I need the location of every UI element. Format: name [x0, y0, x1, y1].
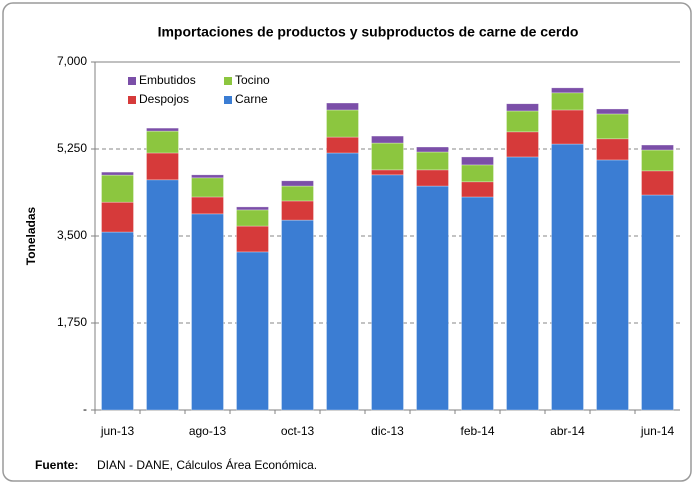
bar-segment [146, 152, 179, 181]
bar-segment [461, 164, 494, 183]
bar-segment [641, 170, 674, 196]
legend-label: Despojos [139, 92, 189, 106]
bar-segment [416, 185, 449, 411]
bar-segment [551, 87, 584, 94]
bar-segment [596, 108, 629, 115]
bar-segment [641, 149, 674, 172]
bar-segment [191, 174, 224, 179]
y-tick-label: 1,750 [57, 315, 87, 329]
bar-segment [596, 138, 629, 161]
bar-segment [236, 209, 269, 227]
bar-segment [191, 213, 224, 411]
bar-segment [281, 200, 314, 221]
bar-segment [641, 194, 674, 411]
x-tick-label: feb-14 [460, 424, 494, 438]
bar-segment [281, 219, 314, 411]
bar-segment [191, 177, 224, 198]
y-tick-label: 3,500 [57, 228, 87, 242]
legend-swatch [224, 96, 232, 104]
legend-label: Tocino [235, 73, 270, 87]
bar-segment [371, 169, 404, 176]
bar-segment [596, 113, 629, 140]
bar-segment [191, 196, 224, 215]
bar-segment [371, 135, 404, 144]
legend-swatch [128, 96, 136, 104]
bar-segment [461, 196, 494, 411]
legend-label: Carne [235, 92, 268, 106]
bar-segment [101, 201, 134, 233]
x-tick-label: ago-13 [189, 424, 227, 438]
bar-segment [506, 103, 539, 112]
bar-segment [551, 109, 584, 145]
bar-segment [416, 169, 449, 187]
bar-segment [281, 180, 314, 187]
source-label: Fuente: [35, 458, 78, 472]
chart-title: Importaciones de productos y subproducto… [158, 24, 579, 40]
bar-segment [596, 159, 629, 411]
bar-segment [506, 131, 539, 158]
bar-segment [461, 181, 494, 198]
y-tick-label: - [83, 402, 87, 416]
legend-swatch [224, 77, 232, 85]
bar-segment [236, 225, 269, 253]
bar-segment [551, 143, 584, 411]
bar-segment [506, 156, 539, 411]
y-tick-label: 7,000 [57, 54, 87, 68]
bar-segment [101, 174, 134, 203]
bar-segment [641, 144, 674, 151]
bar-segment [416, 146, 449, 153]
bar-segment [236, 206, 269, 211]
bar-segment [461, 156, 494, 166]
bar-segment [551, 92, 584, 111]
bar-segment [326, 109, 359, 138]
bar-segment [326, 136, 359, 154]
x-tick-label: jun-13 [100, 424, 135, 438]
bar-segment [416, 151, 449, 171]
x-tick-label: oct-13 [281, 424, 315, 438]
bar-segment [326, 152, 359, 411]
bar-segment [101, 231, 134, 411]
bar-segment [146, 179, 179, 411]
bar-segment [101, 171, 134, 176]
bar-segment [371, 174, 404, 411]
bar-segment [281, 185, 314, 202]
legend-label: Embutidos [139, 73, 196, 87]
x-tick-label: abr-14 [550, 424, 585, 438]
x-tick-label: jun-14 [640, 424, 675, 438]
bar-segment [146, 130, 179, 154]
bar-segment [236, 251, 269, 411]
bar-segment [326, 102, 359, 111]
legend-swatch [128, 77, 136, 85]
bar-segment [371, 142, 404, 171]
source-text: DIAN - DANE, Cálculos Área Económica. [97, 457, 317, 472]
y-axis-label: Toneladas [24, 206, 38, 265]
bar-segment [506, 110, 539, 133]
bar-segment [146, 127, 179, 132]
x-tick-label: dic-13 [371, 424, 404, 438]
y-tick-label: 5,250 [57, 141, 87, 155]
